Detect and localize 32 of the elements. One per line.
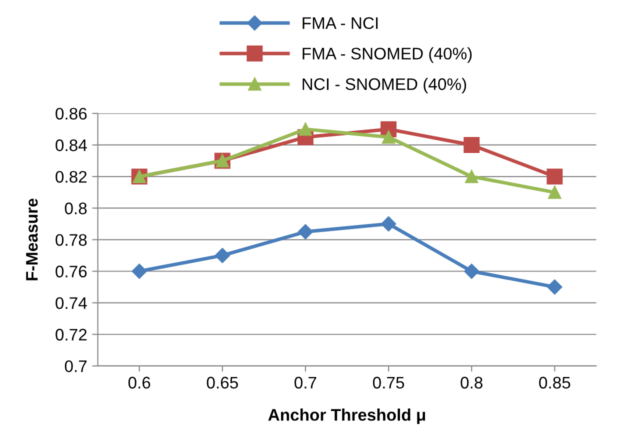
point — [464, 137, 480, 153]
point — [298, 224, 314, 240]
y-tick-label: 0.78 — [56, 234, 87, 246]
point — [547, 279, 562, 295]
x-tick-label: 0.65 — [206, 376, 238, 389]
y-tick-label: 0.76 — [56, 266, 87, 278]
y-tick-label: 0.74 — [56, 297, 87, 310]
point — [382, 130, 396, 144]
x-tick-label: 0.7 — [294, 376, 316, 389]
x-tick-label: 0.8 — [460, 376, 482, 389]
legend-label: FMA - NCI — [302, 17, 378, 29]
point — [546, 168, 563, 185]
y-tick-label: 0.72 — [56, 328, 87, 341]
point — [464, 264, 480, 279]
x-tick-label: 0.6 — [128, 376, 150, 389]
y-tick-label: 0.8 — [64, 202, 87, 214]
point — [298, 122, 312, 136]
x-tick-label: 0.85 — [539, 376, 570, 389]
point — [214, 248, 230, 264]
y-tick-label: 0.84 — [56, 139, 87, 152]
y-tick-label: 0.82 — [56, 170, 87, 183]
x-axis-title: Anchor Threshold μ — [268, 408, 426, 424]
y-tick-label: 0.86 — [56, 108, 87, 120]
point — [465, 170, 478, 184]
legend-label: NCI - SNOMED (40%) — [302, 78, 466, 94]
y-axis-title: F-Measure — [26, 198, 38, 280]
y-tick-label: 0.7 — [64, 360, 87, 372]
point — [548, 186, 562, 199]
point — [132, 264, 147, 279]
legend-label: FMA - SNOMED (40%) — [302, 47, 472, 63]
point — [380, 216, 396, 232]
x-tick-label: 0.75 — [372, 376, 404, 389]
